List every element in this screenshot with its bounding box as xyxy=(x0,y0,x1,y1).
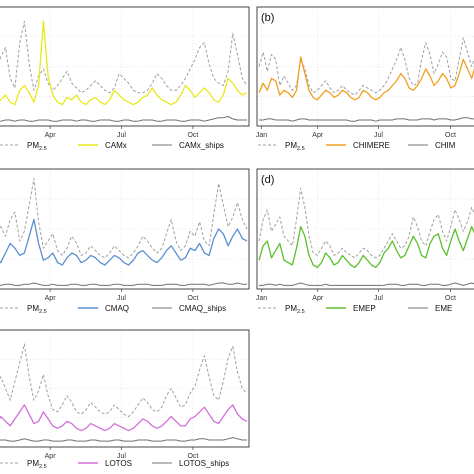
legend-label-model: CMAQ xyxy=(105,304,129,313)
plot-frame xyxy=(256,6,474,127)
x-tick-label-jul: Jul xyxy=(374,295,383,302)
x-tick-label-jan: Jan xyxy=(256,295,267,302)
legend-label-ships: CAMx_ships xyxy=(179,141,224,150)
x-tick-label-apr: Apr xyxy=(312,132,324,139)
legend: PM2.5 CMAQ CMAQ_ships xyxy=(0,304,226,315)
legend-label-model: CHIMERE xyxy=(353,141,390,150)
legend-label-pm25: PM2.5 xyxy=(27,304,47,315)
series-line-pm25 xyxy=(0,178,248,259)
legend-label-ships: CMAQ_ships xyxy=(179,304,226,313)
x-tick-label-jul: Jul xyxy=(117,453,126,460)
series-line-ships xyxy=(259,117,474,122)
x-tick-label-jan: Jan xyxy=(256,132,267,139)
series-line-model xyxy=(0,404,248,432)
plot-frame xyxy=(0,6,250,127)
legend: PM2.5 LOTOS LOTOS_ships xyxy=(0,459,229,470)
x-tick-label-apr: Apr xyxy=(45,295,57,302)
series-line-pm25 xyxy=(258,187,474,259)
series-line-model xyxy=(0,218,248,266)
series-group xyxy=(258,187,474,286)
panel-4: Jan Apr Jul Oct (d) PM2.5 EMEP EME xyxy=(256,168,474,315)
legend: PM2.5 CAMx CAMx_ships xyxy=(0,141,224,152)
plot-frame xyxy=(0,168,250,290)
x-tick-label-oct: Oct xyxy=(445,132,456,139)
x-tick-label-apr: Apr xyxy=(45,453,57,460)
legend: PM2.5 CHIMERE CHIM xyxy=(258,141,456,152)
legend: PM2.5 EMEP EME xyxy=(258,304,452,315)
legend-label-model: LOTOS xyxy=(105,459,132,468)
series-line-pm25 xyxy=(258,37,474,96)
plot-frame xyxy=(0,329,250,448)
x-tick-label-apr: Apr xyxy=(312,295,324,302)
legend-label-pm25: PM2.5 xyxy=(27,459,47,470)
panel-5: Apr Jul Oct PM2.5 LOTOS LOTOS_ships xyxy=(0,329,250,470)
legend-label-pm25: PM2.5 xyxy=(27,141,47,152)
x-tick-label-oct: Oct xyxy=(187,295,198,302)
series-line-ships xyxy=(0,282,247,286)
series-line-ships xyxy=(0,116,247,122)
plot-frame xyxy=(256,168,474,290)
series-line-model xyxy=(0,20,248,106)
series-line-model xyxy=(258,225,474,269)
legend-label-model: EMEP xyxy=(353,304,376,313)
panel-label: (b) xyxy=(261,12,274,24)
series-line-pm25 xyxy=(0,20,248,94)
x-tick-label-oct: Oct xyxy=(445,295,456,302)
legend-label-model: CAMx xyxy=(105,141,127,150)
series-group xyxy=(0,178,248,286)
panel-label: (d) xyxy=(261,174,274,186)
x-tick-label-jul: Jul xyxy=(374,132,383,139)
series-line-ships xyxy=(259,282,474,286)
legend-label-pm25: PM2.5 xyxy=(285,141,305,152)
series-line-model xyxy=(258,56,474,101)
x-tick-label-oct: Oct xyxy=(187,132,198,139)
series-group xyxy=(0,20,248,122)
series-group xyxy=(258,37,474,122)
series-group xyxy=(0,343,248,442)
legend-label-ships: CHIM xyxy=(435,141,456,150)
legend-label-ships: EME xyxy=(435,304,452,313)
x-tick-label-jul: Jul xyxy=(117,132,126,139)
series-line-ships xyxy=(0,437,247,442)
x-tick-label-jul: Jul xyxy=(117,295,126,302)
series-line-pm25 xyxy=(0,343,248,418)
legend-label-pm25: PM2.5 xyxy=(285,304,305,315)
legend-label-ships: LOTOS_ships xyxy=(179,459,229,468)
x-tick-label-oct: Oct xyxy=(187,453,198,460)
x-tick-label-apr: Apr xyxy=(45,132,57,139)
panel-3: Apr Jul Oct PM2.5 CMAQ CMAQ_ships xyxy=(0,168,250,315)
panel-2: Jan Apr Jul Oct (b) PM2.5 CHIMERE CHIM xyxy=(256,6,474,152)
panel-1: Apr Jul Oct PM2.5 CAMx CAMx_ships xyxy=(0,6,250,152)
